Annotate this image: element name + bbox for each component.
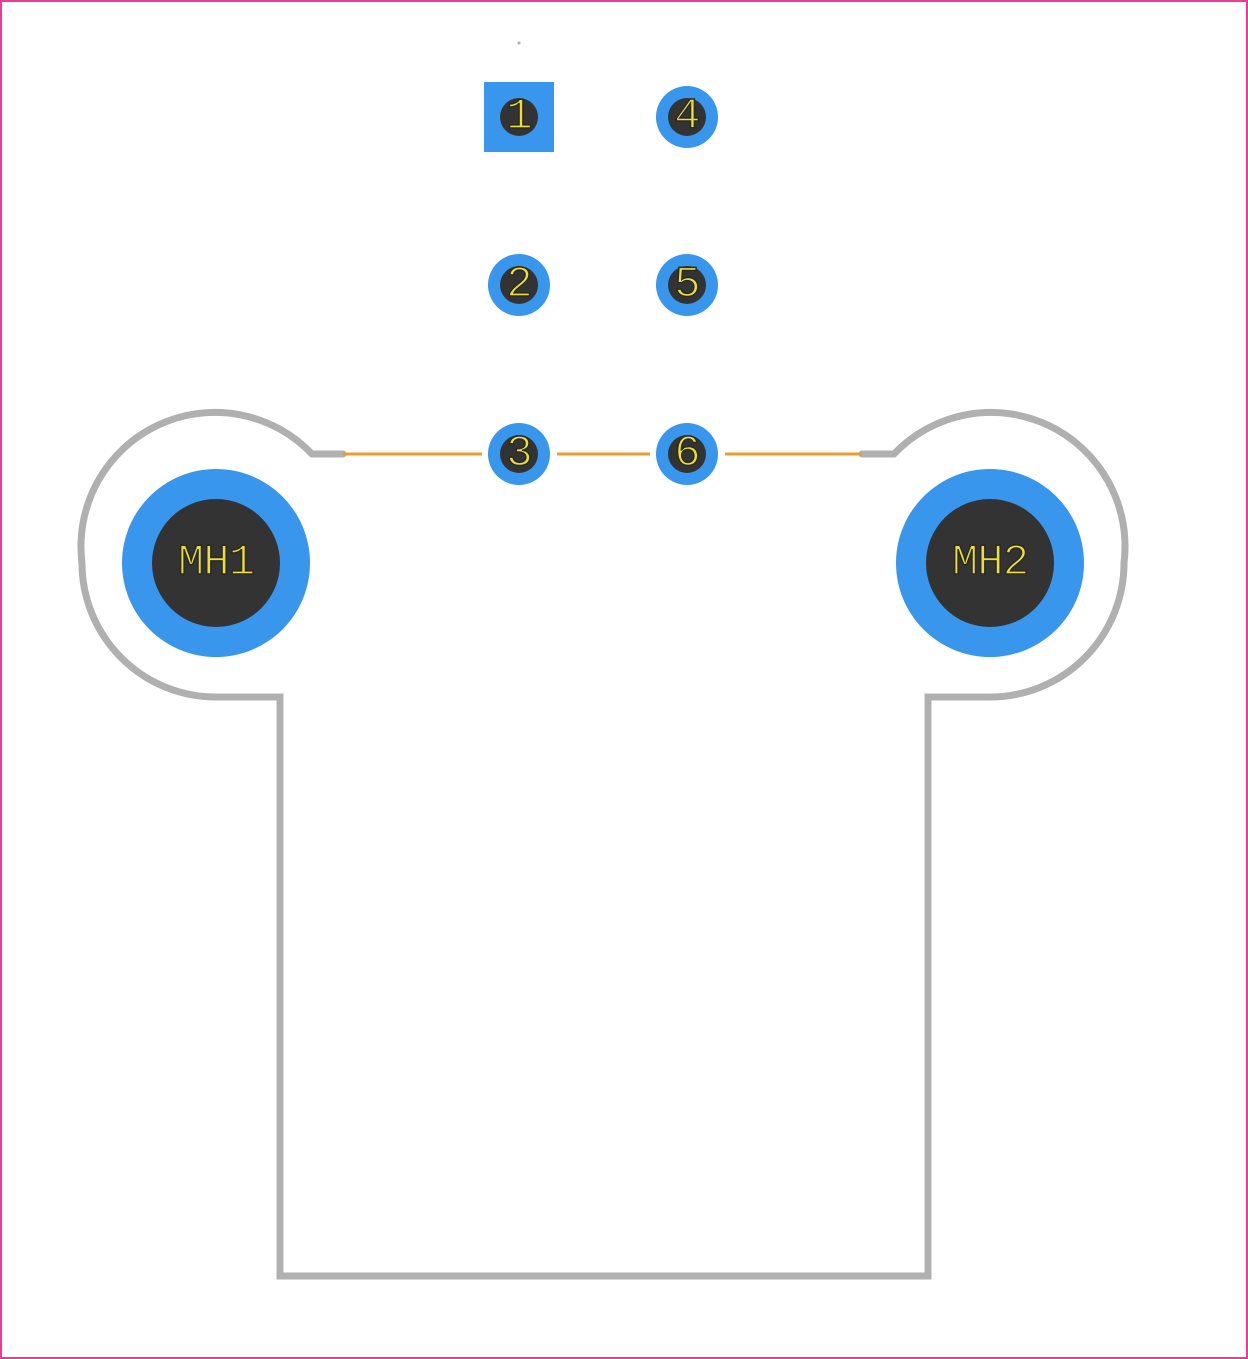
pad-label-6: 6: [674, 429, 699, 479]
footprint-canvas: MH1 MH2 1 4 2 5 3 6: [0, 0, 1248, 1359]
pad-label-2: 2: [506, 260, 531, 310]
svg-layer: [0, 0, 1248, 1359]
pad-label-3: 3: [506, 429, 531, 479]
mounting-hole-label-MH1: MH1: [178, 538, 254, 588]
pad-label-4: 4: [674, 92, 699, 142]
mounting-hole-label-MH2: MH2: [952, 538, 1028, 588]
pad-label-1: 1: [506, 92, 531, 142]
origin-marker: [518, 42, 521, 45]
pad-label-5: 5: [674, 260, 699, 310]
